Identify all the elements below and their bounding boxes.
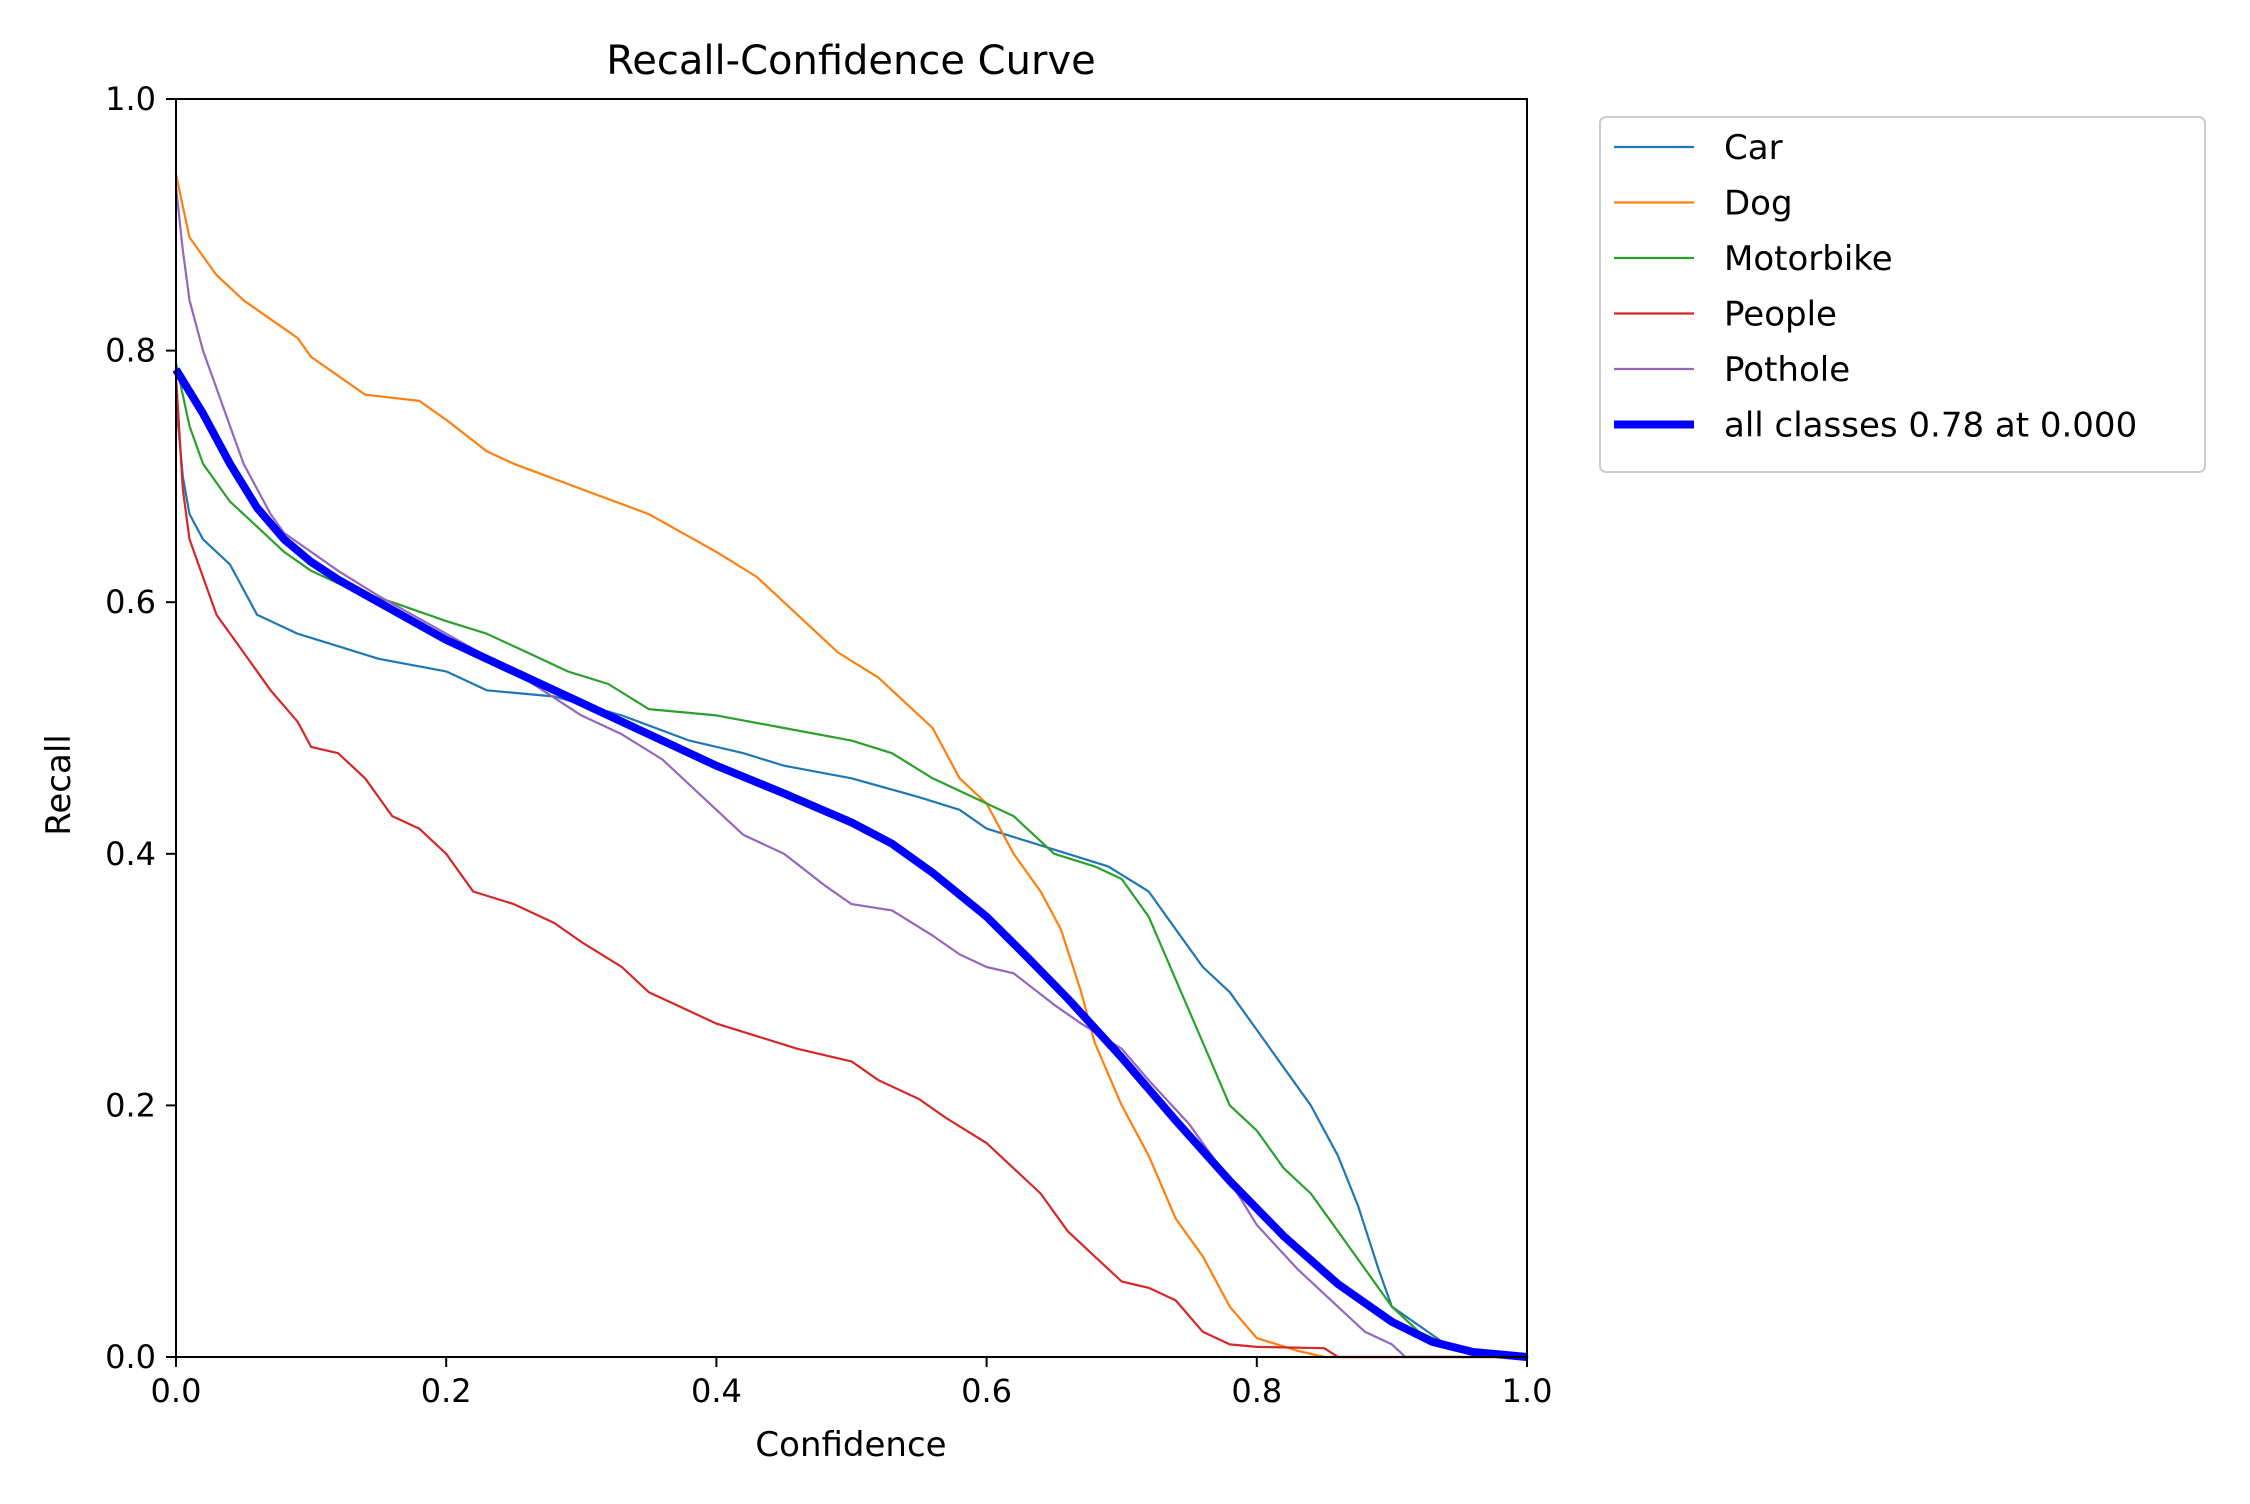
legend: Car Dog Motorbike People Pothole all classes … (1599, 116, 2206, 473)
y-tick-label: 0.4 (105, 835, 156, 873)
x-tick-label: 1.0 (1502, 1372, 1553, 1410)
series-layer (172, 173, 1529, 1361)
series-line-pothole (174, 185, 1529, 1359)
series-line-car (174, 399, 1529, 1359)
legend-label: People (1724, 295, 1837, 335)
legend-label: Motorbike (1724, 239, 1893, 279)
legend-label: all classes 0.78 at 0.000 (1724, 406, 2137, 446)
plot-frame (175, 98, 1528, 1358)
y-tick-label: 0.8 (105, 332, 156, 370)
legend-label: Pothole (1724, 350, 1850, 390)
y-tick-label: 0.6 (105, 583, 156, 621)
x-tick-label: 0.6 (961, 1372, 1012, 1410)
y-axis-label: Recall (39, 734, 79, 835)
series-line-motorbike (174, 361, 1529, 1359)
y-tick-label: 1.0 (105, 80, 156, 118)
x-tick-label: 0.2 (421, 1372, 472, 1410)
y-tick-label: 0.2 (105, 1086, 156, 1124)
series-line-dog (174, 173, 1529, 1359)
x-tick-label: 0.4 (691, 1372, 742, 1410)
chart-title: Recall-Confidence Curve (606, 38, 1095, 84)
series-line-people (174, 374, 1529, 1359)
y-tick-label: 0.0 (105, 1338, 156, 1376)
axes-layer: 0.0 0.2 0.4 0.6 0.8 1.0 0.0 0.2 0.4 0.6 0.8 1.0 (105, 80, 1552, 1410)
x-axis-label: Confidence (755, 1425, 946, 1465)
legend-label: Car (1724, 128, 1783, 168)
legend-label: Dog (1724, 184, 1793, 224)
x-tick-label: 0.8 (1231, 1372, 1282, 1410)
legend-frame (1599, 116, 2206, 473)
series-line-all (172, 367, 1528, 1361)
x-tick-label: 0.0 (151, 1372, 202, 1410)
